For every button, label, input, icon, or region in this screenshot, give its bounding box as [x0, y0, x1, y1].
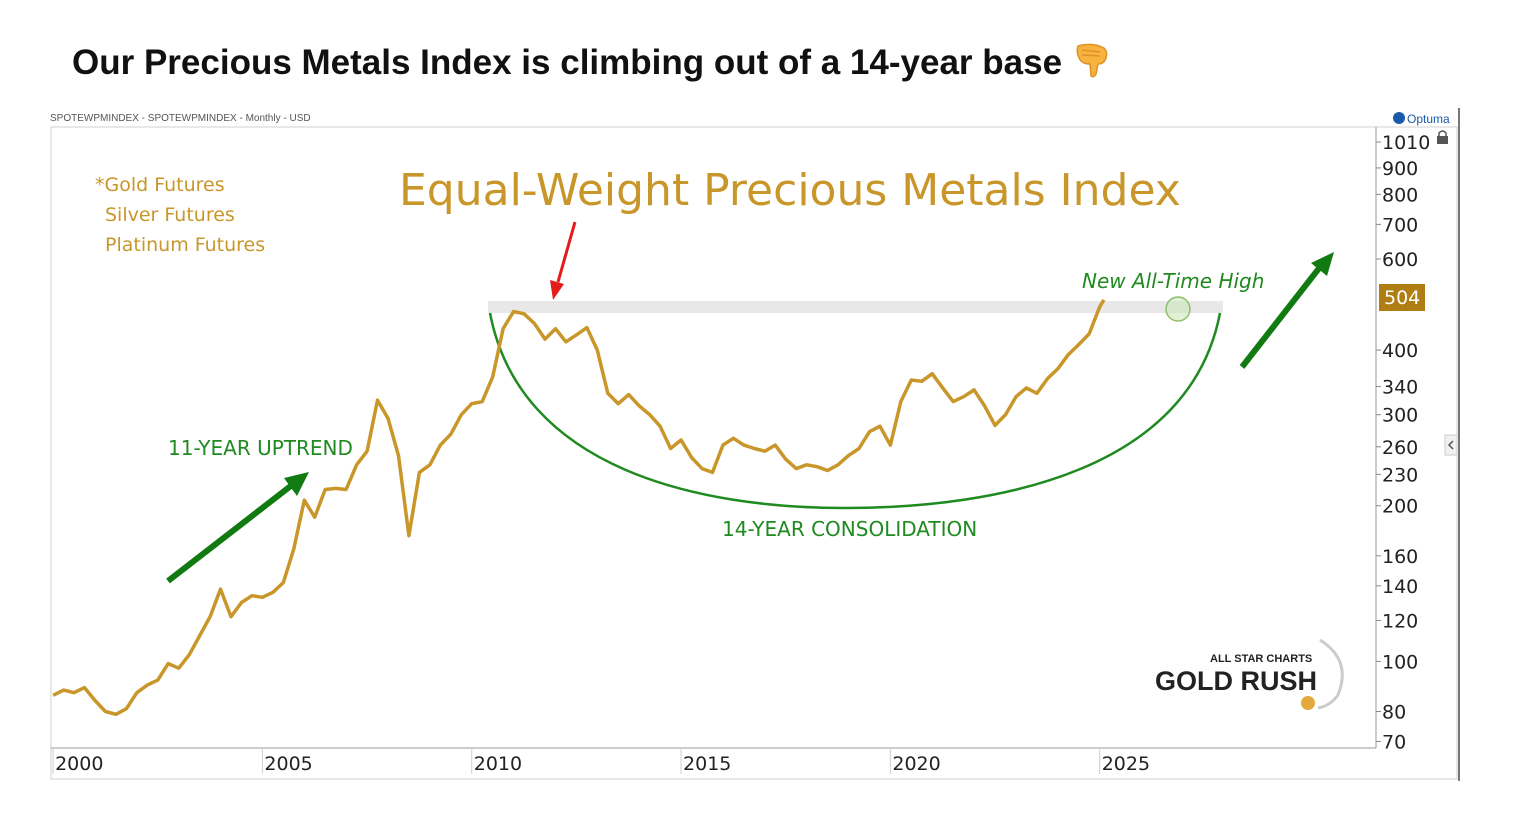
y-tick-label: 160 [1382, 546, 1418, 568]
last-price-tag: 504 [1379, 284, 1425, 311]
chart-header: SPOTEWPMINDEX - SPOTEWPMINDEX - Monthly … [50, 113, 311, 124]
price-line [52, 298, 1106, 717]
y-tick-label: 1010 [1382, 132, 1430, 154]
uptrend-arrow [166, 472, 309, 584]
component-platinum: Platinum Futures [105, 234, 265, 256]
headline: Our Precious Metals Index is climbing ou… [72, 40, 1112, 83]
consolidation-arc [488, 312, 1222, 510]
y-tick-label: 600 [1382, 249, 1418, 271]
x-tick-label: 2010 [474, 753, 522, 775]
last-price-value: 504 [1384, 287, 1420, 309]
headline-text: Our Precious Metals Index is climbing ou… [72, 43, 1063, 82]
y-tick-label: 120 [1382, 610, 1418, 632]
resistance-band [488, 301, 1223, 313]
all-time-high-marker [1165, 296, 1191, 322]
breakout-arrow [1239, 252, 1334, 369]
y-tick-label: 80 [1382, 702, 1406, 724]
x-tick-label: 2000 [55, 753, 103, 775]
component-silver: Silver Futures [105, 204, 235, 226]
brand-name: Optuma [1407, 112, 1450, 126]
watermark-bottom: GOLD RUSH [1155, 666, 1317, 696]
collapse-panel-tab[interactable] [1444, 434, 1458, 456]
optuma-icon [1393, 112, 1405, 124]
previous-high-arrow [550, 221, 577, 300]
component-gold: *Gold Futures [95, 174, 225, 196]
gold-rush-watermark: ALL STAR CHARTS GOLD RUSH [1155, 638, 1344, 710]
lock-icon[interactable] [1437, 130, 1448, 144]
y-tick-label: 700 [1382, 214, 1418, 236]
watermark-top: ALL STAR CHARTS [1210, 653, 1312, 665]
y-tick-label: 230 [1382, 464, 1418, 486]
y-tick-label: 100 [1382, 651, 1418, 673]
y-tick-label: 70 [1382, 731, 1406, 753]
annotation-consolidation: 14-YEAR CONSOLIDATION [722, 517, 977, 541]
pointing-down-hand-icon [1076, 43, 1108, 78]
y-tick-label: 260 [1382, 437, 1418, 459]
y-tick-label: 800 [1382, 184, 1418, 206]
watermark-swoosh-icon [1317, 638, 1344, 710]
annotation-uptrend: 11-YEAR UPTREND [168, 436, 353, 460]
x-tick-label: 2005 [264, 753, 312, 775]
chevron-left-icon [1447, 440, 1454, 450]
y-tick-label: 400 [1382, 340, 1418, 362]
y-tick-label: 200 [1382, 496, 1418, 518]
y-tick-label: 340 [1382, 377, 1418, 399]
x-tick-label: 2020 [892, 753, 940, 775]
y-ticks: 1010 900 800 700 600 400 340 300 260 230 200 160 140… [1376, 132, 1430, 753]
x-tick-label: 2015 [683, 753, 731, 775]
chart-title: Equal-Weight Precious Metals Index [399, 165, 1181, 216]
x-ticks: 2000 2005 2010 2015 2020 2025 [52, 748, 1150, 775]
y-tick-label: 900 [1382, 158, 1418, 180]
x-tick-label: 2025 [1102, 753, 1150, 775]
brand-logo: Optuma [1393, 112, 1450, 126]
y-tick-label: 140 [1382, 576, 1418, 598]
gold-nugget-icon [1301, 696, 1315, 710]
annotation-new-high: New All-Time High [1082, 269, 1264, 293]
y-tick-label: 300 [1382, 405, 1418, 427]
